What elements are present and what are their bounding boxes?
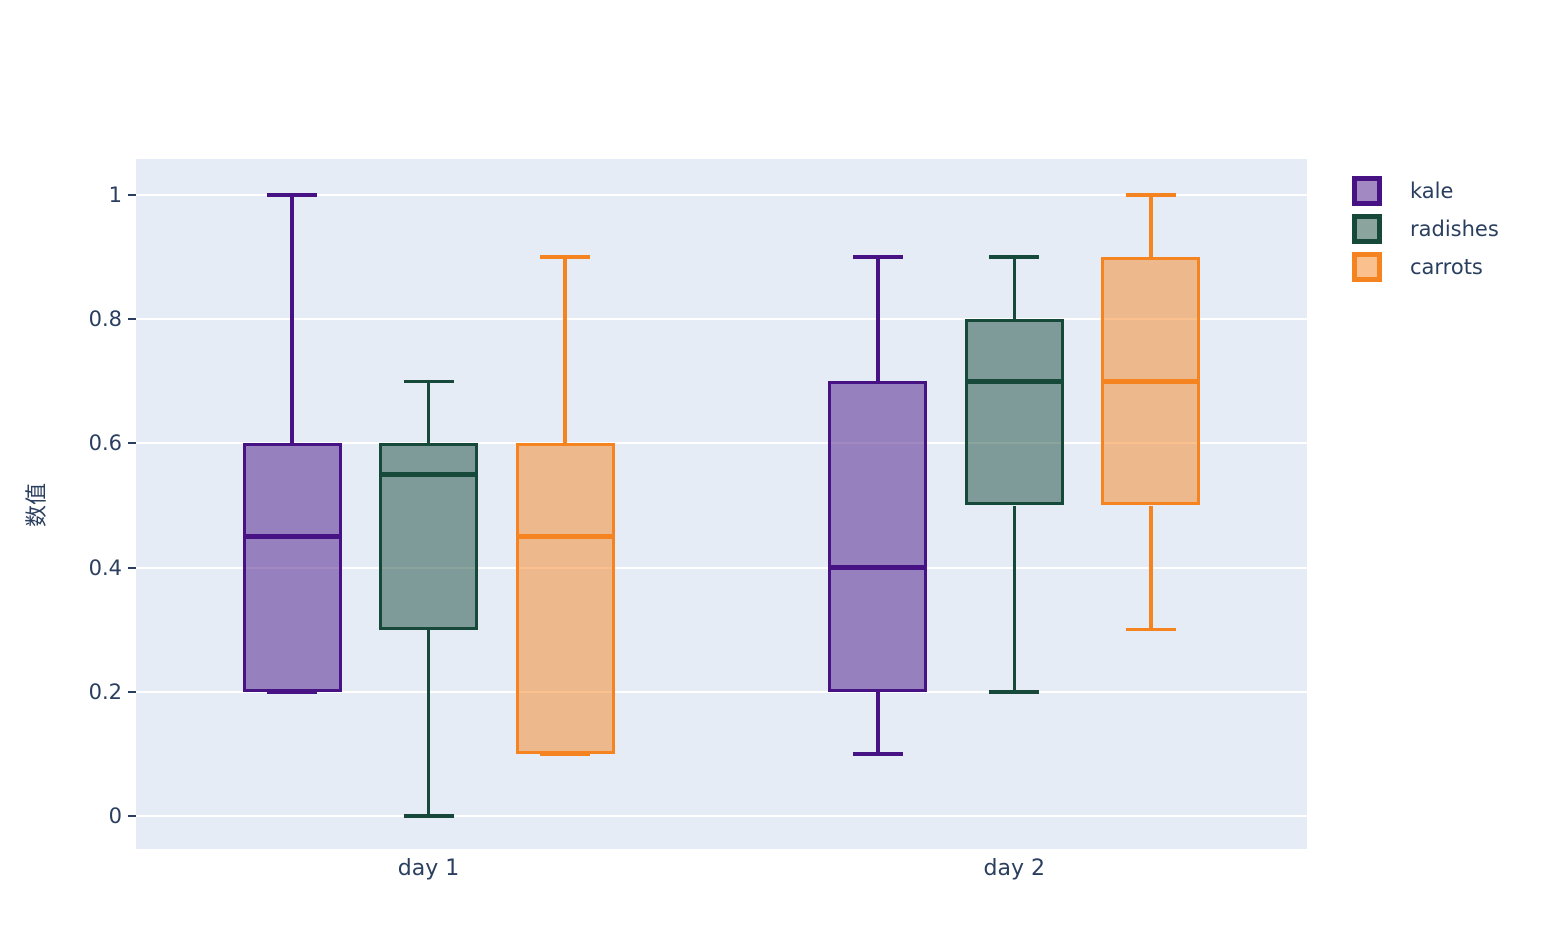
whisker-cap-min <box>267 690 317 694</box>
median-line <box>242 534 342 539</box>
gridline <box>136 690 1307 693</box>
x-tick-label: day 2 <box>983 856 1045 881</box>
gridline <box>136 318 1307 321</box>
y-tick-label: 0.6 <box>88 431 122 456</box>
y-tick-mark <box>128 442 136 445</box>
legend-swatch-kale-icon <box>1352 176 1382 206</box>
gridline <box>136 815 1307 817</box>
gridline <box>136 566 1307 569</box>
x-tick-label: day 1 <box>397 856 460 881</box>
median-line <box>379 472 478 477</box>
whisker-lower <box>1149 505 1153 630</box>
legend-item-radishes[interactable]: radishes <box>1352 210 1499 248</box>
whisker-lower <box>1012 505 1016 692</box>
y-tick-label: 0.4 <box>88 555 122 580</box>
box-radishes-day-2[interactable] <box>964 319 1064 506</box>
whisker-cap-min <box>1125 627 1176 632</box>
legend-swatch-radishes-icon <box>1352 214 1382 244</box>
legend-label: kale <box>1410 179 1454 203</box>
whisker-cap-min <box>540 752 590 756</box>
y-tick-mark <box>128 318 136 321</box>
whisker-upper <box>876 257 880 382</box>
whisker-upper <box>1149 195 1153 258</box>
whisker-cap-max <box>403 379 454 384</box>
median-line <box>1101 379 1201 384</box>
whisker-cap-max <box>267 193 317 197</box>
box-carrots-day-1[interactable] <box>515 443 615 754</box>
median-line <box>828 565 928 570</box>
whisker-lower <box>426 629 431 816</box>
whisker-cap-min <box>852 752 903 756</box>
whisker-cap-max <box>852 255 903 259</box>
box-kale-day-2[interactable] <box>828 381 928 692</box>
whisker-cap-max <box>989 255 1040 259</box>
whisker-upper <box>563 257 567 444</box>
y-tick-label: 0.8 <box>88 307 122 332</box>
gridline <box>136 442 1307 445</box>
whisker-lower <box>876 691 880 754</box>
y-tick-label: 1 <box>108 183 122 207</box>
whisker-cap-max <box>540 255 590 259</box>
legend-swatch-carrots-icon <box>1352 252 1382 282</box>
y-tick-mark <box>128 690 136 693</box>
plot-area <box>136 159 1307 849</box>
legend-label: radishes <box>1410 217 1499 241</box>
box-kale-day-1[interactable] <box>242 443 342 692</box>
legend: kale radishes carrots <box>1352 172 1499 286</box>
whisker-cap-min <box>989 690 1040 694</box>
y-tick-label: 0 <box>108 804 122 828</box>
gridline <box>136 194 1307 196</box>
y-tick-mark <box>128 815 136 817</box>
legend-item-carrots[interactable]: carrots <box>1352 248 1499 286</box>
whisker-upper <box>290 195 294 444</box>
y-axis-title: 数值 <box>25 483 50 528</box>
legend-label: carrots <box>1410 255 1483 279</box>
y-tick-label: 0.2 <box>88 679 122 704</box>
y-tick-mark <box>128 194 136 196</box>
y-tick-mark <box>128 566 136 569</box>
whisker-cap-min <box>403 814 454 818</box>
whisker-upper <box>1012 257 1016 320</box>
legend-item-kale[interactable]: kale <box>1352 172 1499 210</box>
whisker-cap-max <box>1125 193 1176 197</box>
median-line <box>515 534 615 539</box>
whisker-upper <box>426 381 431 444</box>
median-line <box>964 379 1064 384</box>
